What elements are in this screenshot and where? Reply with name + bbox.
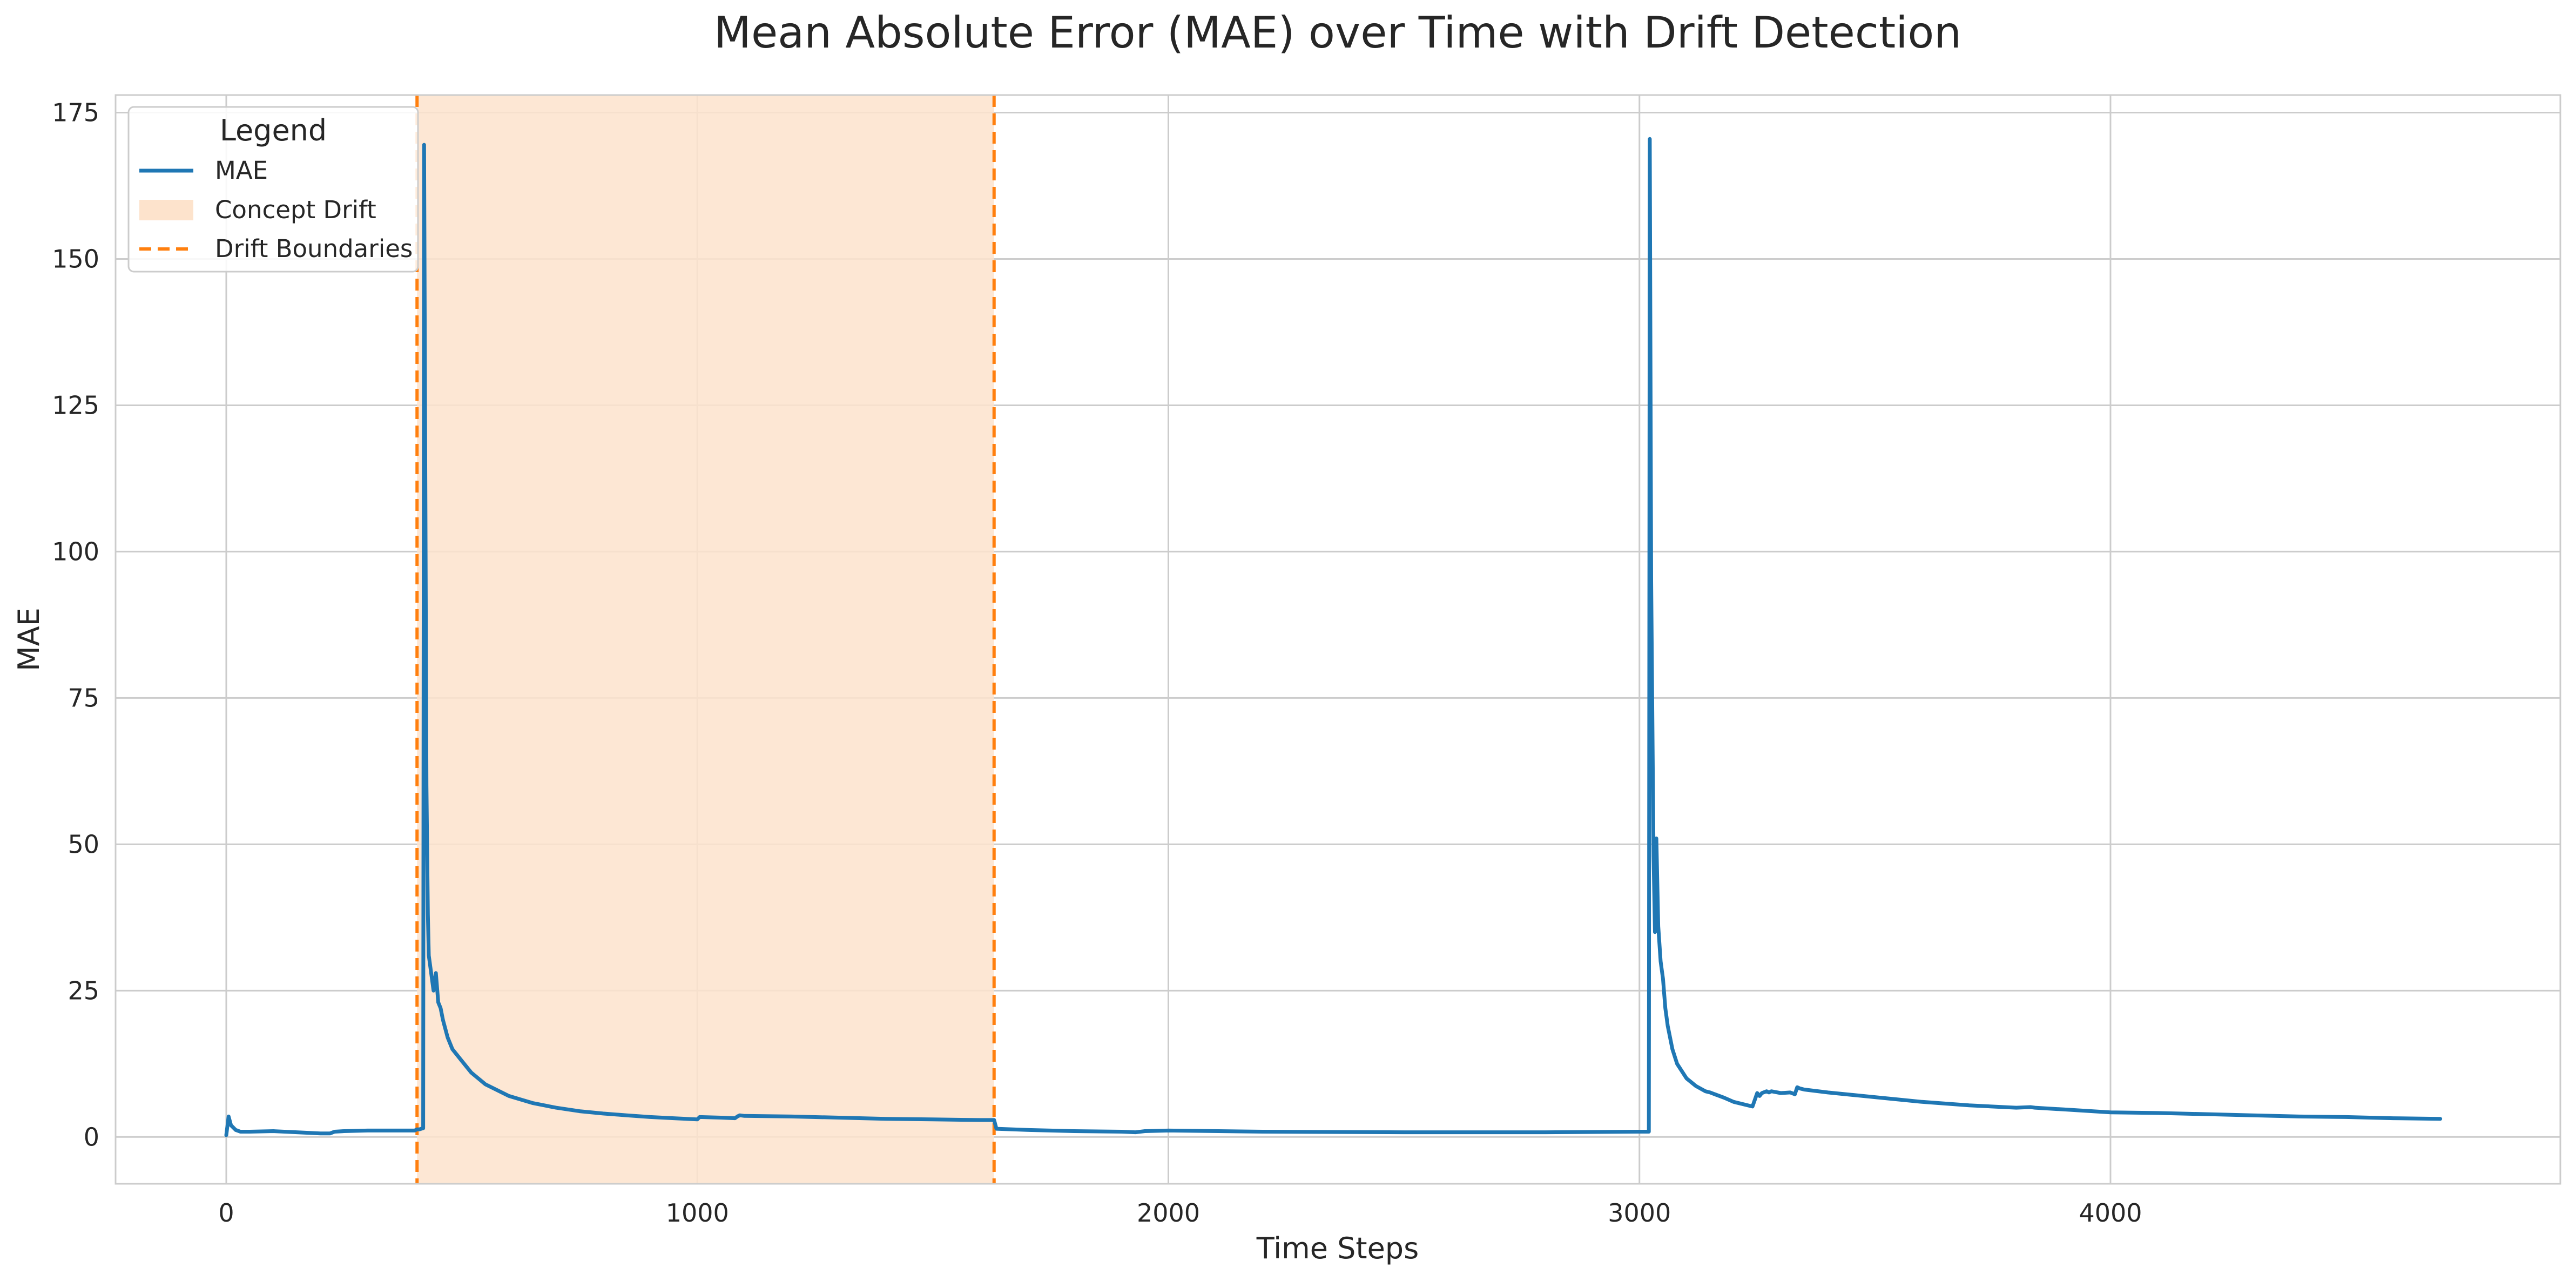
x-tick-label: 4000 (2079, 1198, 2142, 1228)
y-tick-label: 0 (84, 1122, 99, 1151)
legend-drift-boundaries-label: Drift Boundaries (215, 234, 413, 263)
y-tick-label: 75 (68, 683, 99, 712)
y-tick-label: 50 (68, 830, 99, 859)
legend-concept-drift-swatch (139, 200, 193, 220)
x-tick-label: 1000 (666, 1198, 729, 1228)
x-tick-label: 2000 (1137, 1198, 1200, 1228)
mae-series-line (224, 137, 2443, 1137)
y-tick-labels: 0 25 50 75 100 125 150 175 (52, 98, 99, 1152)
concept-drift-region (417, 95, 994, 1184)
plot-frame (114, 94, 2561, 1185)
y-tick-label: 125 (52, 390, 99, 420)
legend-title: Legend (220, 113, 327, 147)
legend: Legend MAE Concept Drift Drift Boundarie… (127, 106, 419, 273)
x-tick-labels: 0 1000 2000 3000 4000 (218, 1198, 2142, 1228)
y-tick-label: 150 (52, 244, 99, 273)
legend-mae-label: MAE (215, 156, 268, 185)
x-tick-label: 0 (218, 1198, 234, 1228)
y-tick-label: 175 (52, 98, 99, 127)
legend-concept-drift-label: Concept Drift (215, 195, 376, 224)
x-axis-title: Time Steps (1256, 1231, 1419, 1265)
y-tick-label: 100 (52, 537, 99, 566)
y-tick-label: 25 (68, 976, 99, 1005)
legend-box (127, 106, 419, 273)
chart-title: Mean Absolute Error (MAE) over Time with… (714, 8, 1961, 58)
drift-boundaries (415, 95, 996, 1184)
y-axis-title: MAE (12, 608, 46, 671)
x-tick-label: 3000 (1608, 1198, 1671, 1228)
